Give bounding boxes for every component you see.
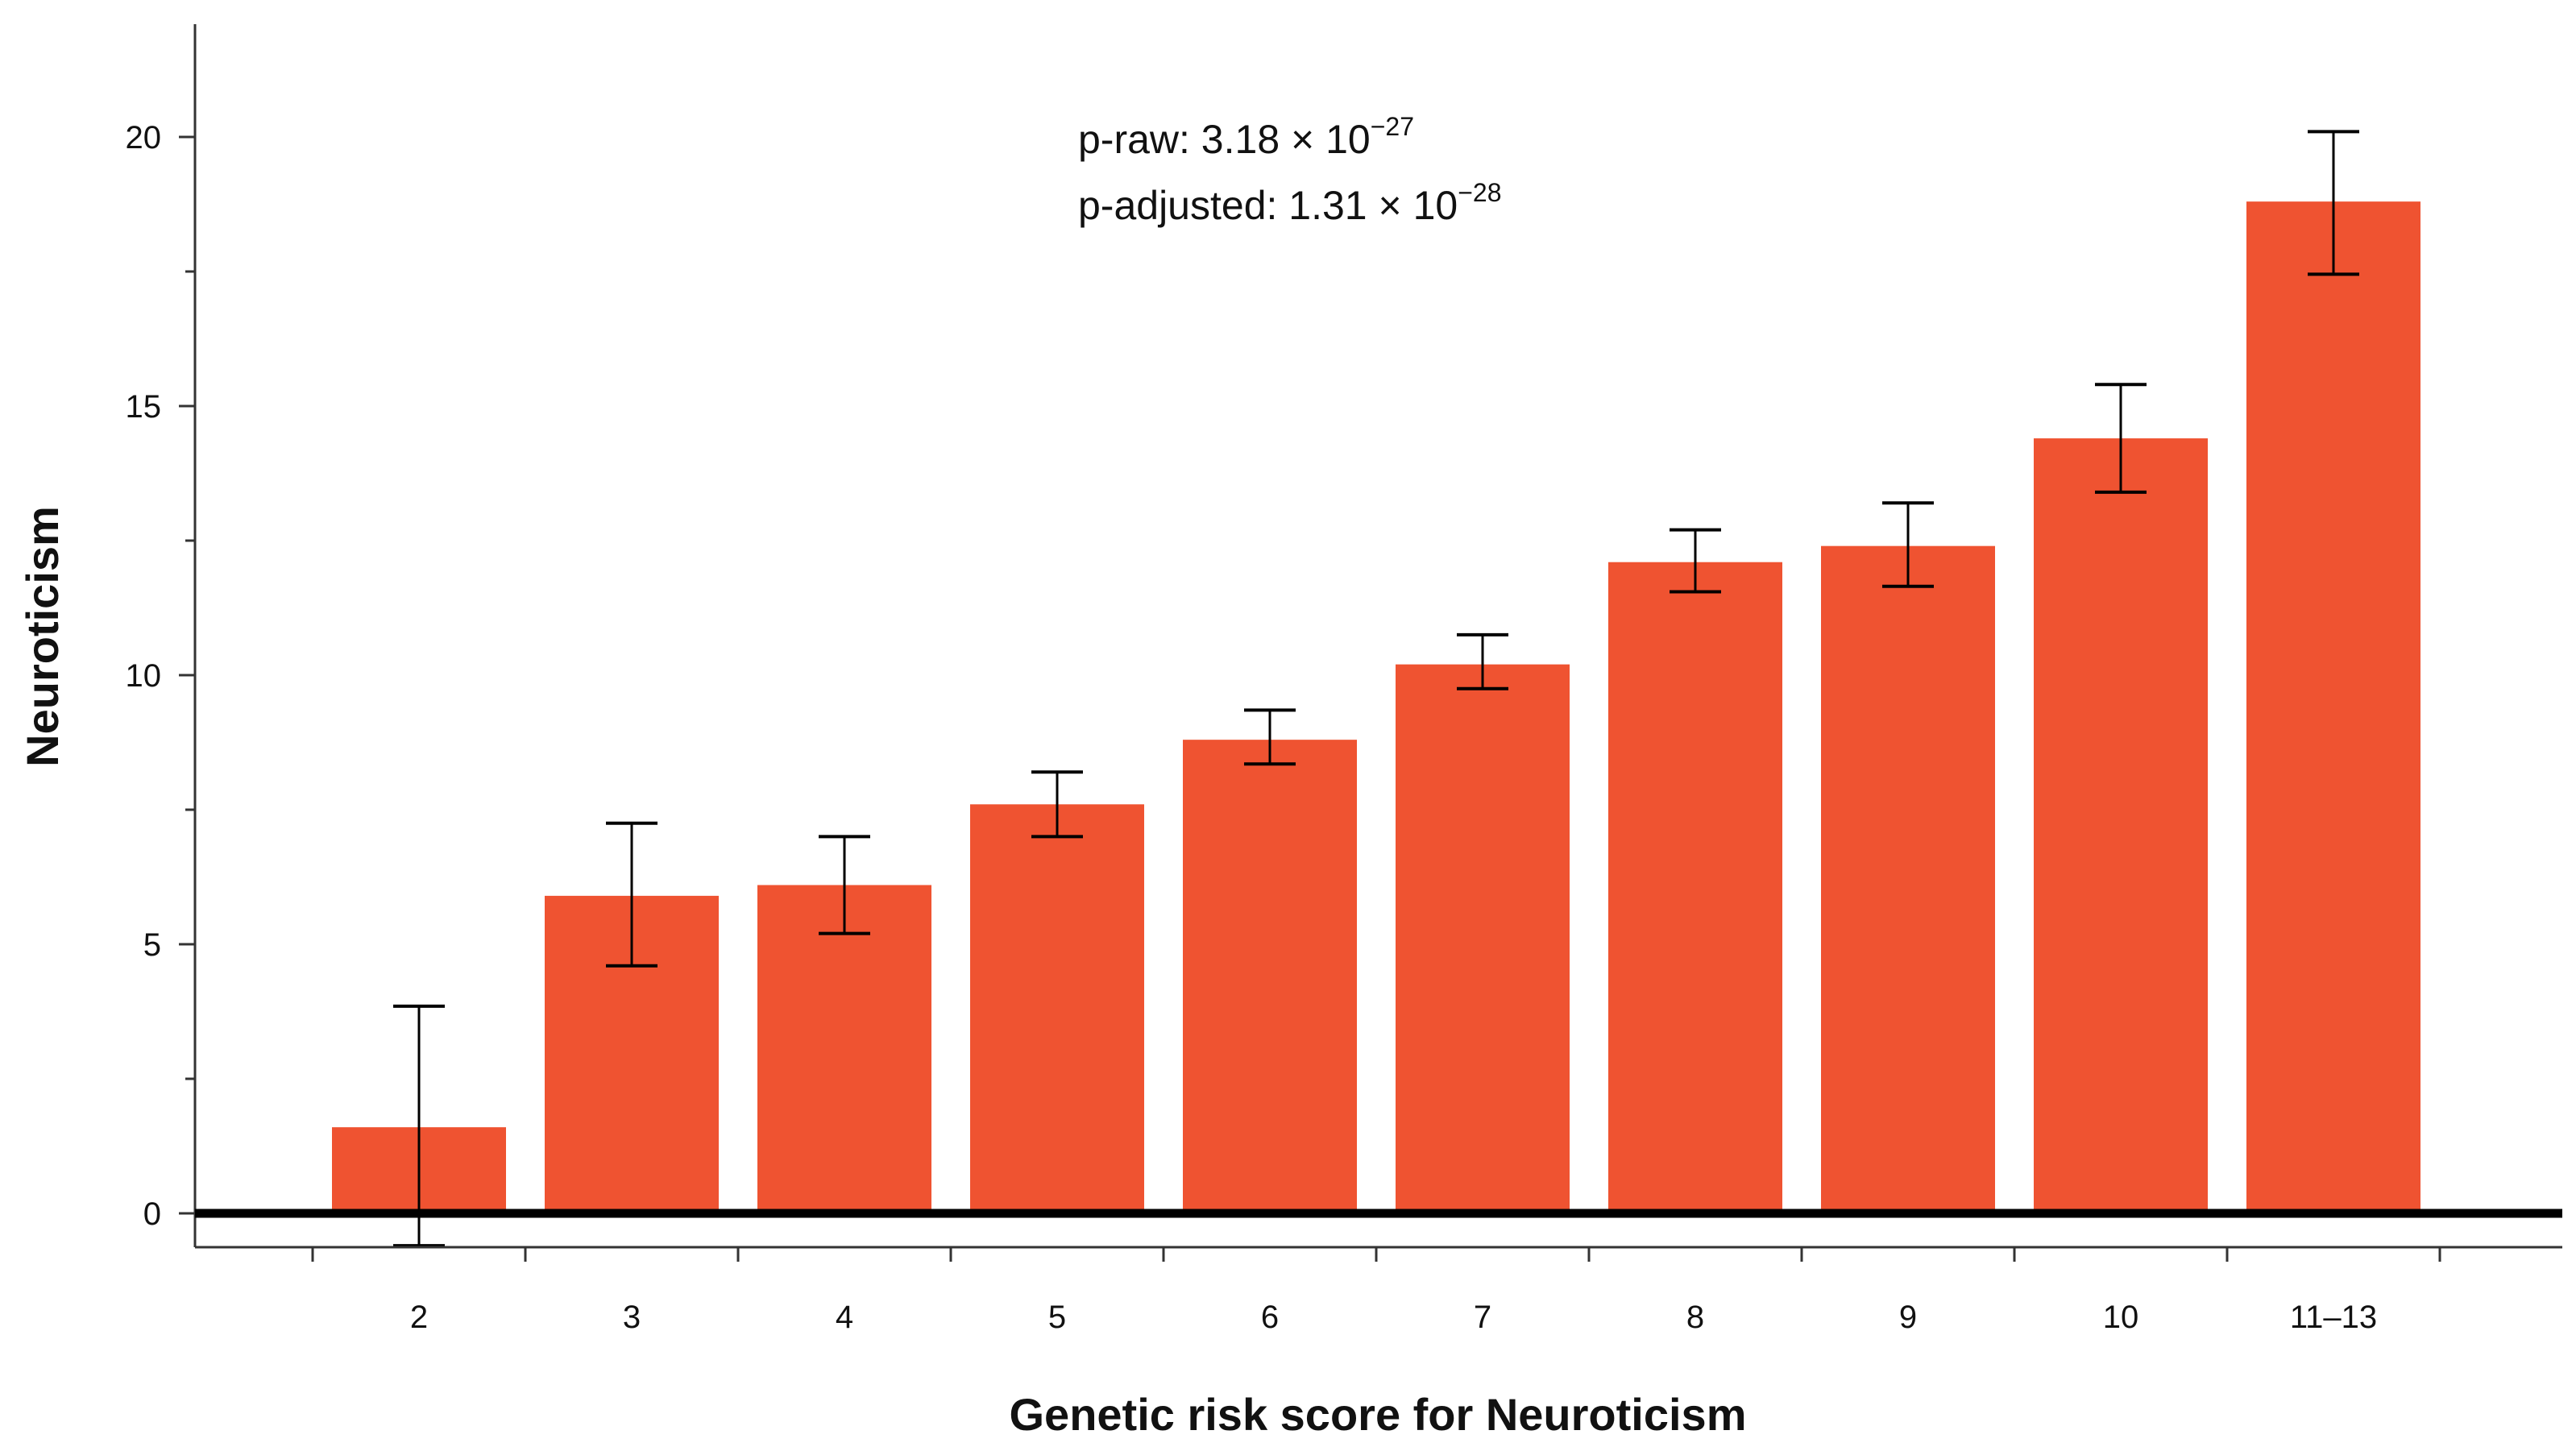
error-bar bbox=[2308, 130, 2359, 276]
x-tick-label: 2 bbox=[410, 1300, 428, 1335]
x-tick-label: 5 bbox=[1048, 1300, 1066, 1335]
error-bar bbox=[1031, 770, 1083, 839]
y-tick-labels: 0 5 10 15 20 bbox=[126, 120, 162, 1232]
y-tick-label: 5 bbox=[143, 927, 161, 963]
error-bar bbox=[1457, 632, 1508, 690]
p-raw-text: p-raw: 3.18 × 10 bbox=[1078, 117, 1371, 162]
x-ticks bbox=[311, 1247, 2441, 1262]
p-raw-exponent: −27 bbox=[1371, 112, 1414, 141]
error-bar bbox=[819, 835, 870, 935]
bar bbox=[970, 804, 1144, 1213]
y-minor-ticks bbox=[185, 270, 195, 1080]
error-bar bbox=[1670, 528, 1721, 594]
y-tick-label: 10 bbox=[126, 658, 162, 694]
bar bbox=[1183, 740, 1357, 1213]
x-tick-label: 11–13 bbox=[2290, 1300, 2377, 1335]
p-adjusted-text: p-adjusted: 1.31 × 10 bbox=[1078, 183, 1458, 228]
x-tick-labels: 2 3 4 5 6 7 8 9 10 11–13 bbox=[410, 1300, 2377, 1335]
error-bar bbox=[606, 821, 657, 968]
x-tick-label: 9 bbox=[1899, 1300, 1917, 1335]
p-adjusted-exponent: −28 bbox=[1458, 178, 1501, 207]
y-axis-title: Neuroticism bbox=[17, 506, 68, 767]
bars bbox=[332, 201, 2420, 1213]
y-tick-label: 20 bbox=[126, 120, 162, 155]
x-tick-label: 6 bbox=[1261, 1300, 1279, 1335]
annotation-p-raw: p-raw: 3.18 × 10−27 bbox=[1078, 112, 1414, 162]
bar bbox=[2034, 438, 2208, 1213]
error-bar bbox=[1882, 501, 1934, 588]
bar bbox=[1608, 562, 1782, 1213]
x-tick-label: 10 bbox=[2103, 1300, 2139, 1335]
bar bbox=[1396, 664, 1570, 1213]
y-tick-label: 15 bbox=[126, 389, 162, 425]
annotation-p-adjusted: p-adjusted: 1.31 × 10−28 bbox=[1078, 178, 1501, 228]
bar bbox=[2246, 201, 2420, 1213]
x-tick-label: 4 bbox=[836, 1300, 853, 1335]
error-bar bbox=[1244, 708, 1296, 766]
bar bbox=[757, 885, 931, 1213]
x-tick-label: 7 bbox=[1474, 1300, 1491, 1335]
bar bbox=[1821, 545, 1995, 1213]
x-axis-title: Genetic risk score for Neuroticism bbox=[1009, 1389, 1746, 1440]
x-tick-label: 8 bbox=[1686, 1300, 1704, 1335]
x-tick-label: 3 bbox=[623, 1300, 641, 1335]
error-bar bbox=[393, 1004, 445, 1248]
y-tick-label: 0 bbox=[143, 1196, 161, 1232]
error-bar bbox=[2095, 383, 2147, 494]
y-major-ticks bbox=[179, 135, 195, 1215]
error-bars bbox=[393, 130, 2359, 1248]
